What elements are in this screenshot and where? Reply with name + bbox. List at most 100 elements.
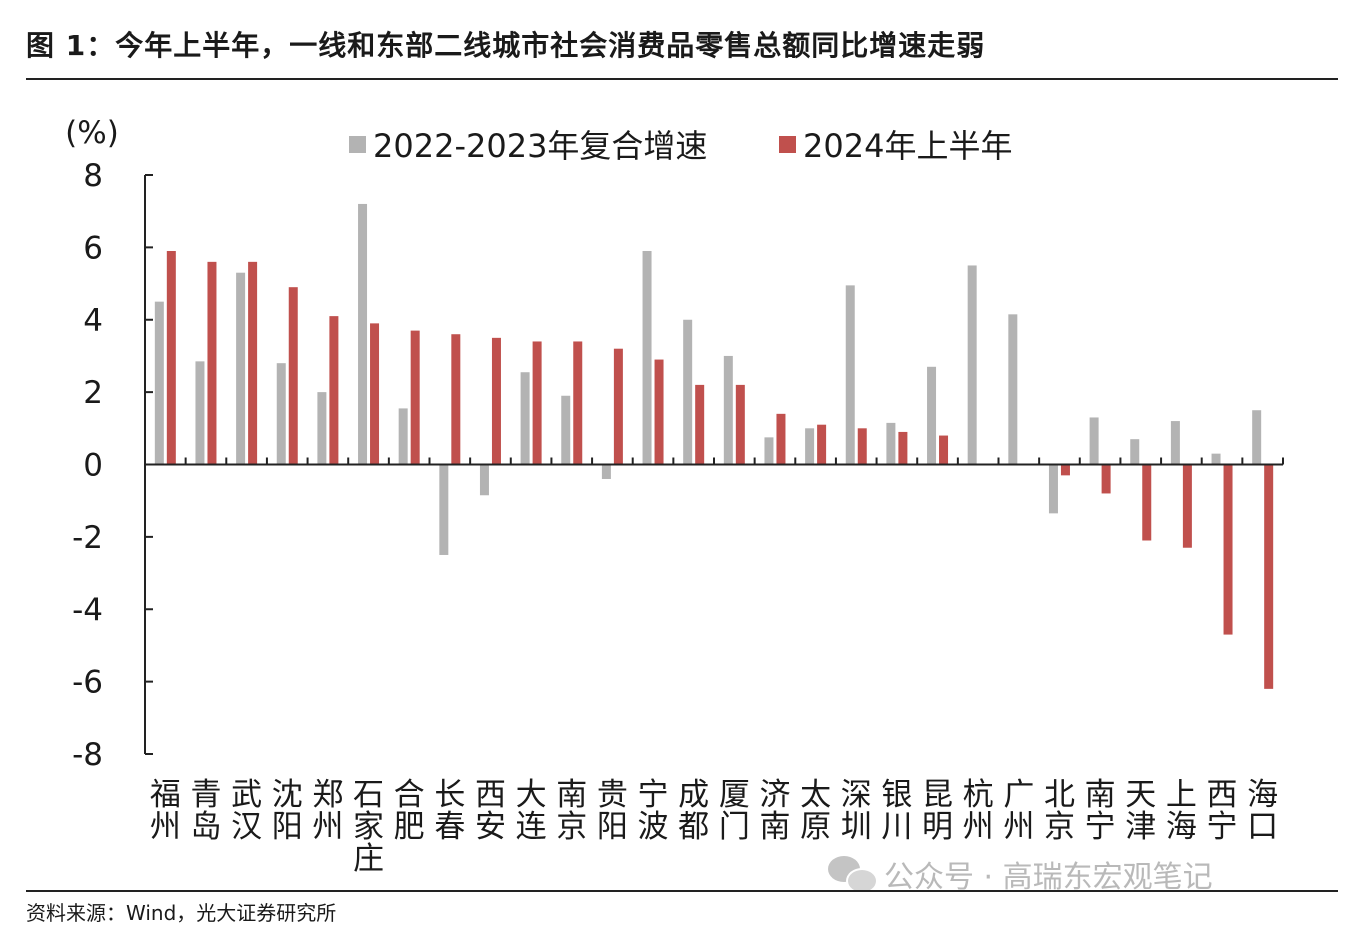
y-tick-label: 8 [83,158,103,194]
bar-2022-2023 [520,372,530,465]
y-tick-label: -8 [72,737,103,773]
x-category-label: 天津 [1125,777,1156,845]
y-tick-label: 6 [83,230,103,266]
bar-2022-2023 [236,272,246,465]
bar-2024h1 [451,334,461,465]
x-category-label: 南宁 [1085,777,1116,845]
bar-2022-2023 [317,392,327,465]
y-tick-label: -6 [72,665,103,701]
bar-2024h1 [1101,464,1111,494]
bar-2024h1 [1264,464,1274,689]
y-tick-label: 2 [83,375,103,411]
bar-2024h1 [288,287,298,465]
bar-2022-2023 [927,366,937,465]
x-category-label: 福州 [150,777,181,845]
bar-2022-2023 [479,464,489,496]
x-category-label: 合肥 [394,777,425,845]
bar-2022-2023 [398,408,408,465]
bar-2024h1 [857,428,867,465]
bar-2022-2023 [642,250,652,465]
bar-2022-2023 [1048,464,1058,514]
bar-chart: 8 6 4 2 0 -2 -4 -6 -8 (%) 福州青岛武汉沈阳郑州石家庄合肥长春西安大连南京贵… [65,115,1284,877]
bar-2024h1 [939,435,949,465]
bar-2024h1 [1223,464,1233,635]
bar-2024h1 [695,384,705,465]
legend-swatch-2024h1 [779,136,796,153]
y-axis-label: (%) [65,115,119,151]
x-category-label: 郑州 [312,777,343,845]
x-category-label: 贵阳 [597,777,628,845]
legend-label-2022-2023: 2022-2023年复合增速 [373,127,707,165]
bar-2022-2023 [1130,439,1140,465]
bar-2024h1 [1182,464,1192,548]
bar-2024h1 [370,323,380,465]
y-tick-label: 4 [83,303,103,339]
x-category-label: 深圳 [841,777,872,845]
x-category-label: 西安 [475,777,506,845]
bar-2022-2023 [764,437,774,465]
bar-2022-2023 [1170,421,1180,465]
x-category-label: 北京 [1044,777,1075,845]
source-note: 资料来源：Wind，光大证券研究所 [26,901,337,925]
bar-2024h1 [654,359,664,465]
bar-2022-2023 [601,464,611,479]
bar-2024h1 [491,337,501,465]
bar-2022-2023 [561,395,571,465]
x-category-label: 石家庄 [353,777,384,877]
y-tick-label: 0 [83,448,103,484]
bar-2022-2023 [845,285,855,465]
x-category-label: 广州 [1003,777,1034,845]
x-category-label: 青岛 [190,777,221,845]
watermark-text: 公众号 · 高瑞东宏观笔记 [884,860,1213,895]
x-category-label: 宁波 [638,777,669,845]
x-category-label: 银川 [881,777,912,845]
bar-2024h1 [329,316,339,465]
x-category-label: 西宁 [1207,777,1238,845]
bar-2022-2023 [1211,453,1221,465]
bar-2022-2023 [683,319,693,465]
bar-2024h1 [410,330,420,465]
x-category-label: 长春 [434,777,465,845]
bar-2024h1 [898,431,908,465]
legend-label-2024h1: 2024年上半年 [803,127,1012,165]
y-tick-label: -4 [72,592,103,628]
x-category-label: 海口 [1247,777,1278,845]
x-category-label: 上海 [1166,777,1197,845]
x-category-label: 沈阳 [272,777,303,845]
bar-2024h1 [735,384,745,465]
bar-2022-2023 [358,203,368,465]
y-tick-label: -2 [72,520,103,556]
legend-swatch-2022-2023 [349,136,366,153]
bar-2022-2023 [154,301,164,465]
bar-2024h1 [1060,464,1070,476]
bar-2022-2023 [805,428,815,465]
x-category-label: 济南 [759,777,790,845]
x-category-label: 大连 [516,777,547,845]
bar-2024h1 [248,261,258,465]
bar-2022-2023 [1252,410,1262,465]
x-category-label: 南京 [556,777,587,845]
bar-2024h1 [817,424,827,465]
bar-2024h1 [613,348,623,465]
bar-2024h1 [207,261,217,465]
x-category-label: 厦门 [719,777,750,845]
x-category-label: 太原 [800,777,831,845]
watermark: 公众号 · 高瑞东宏观笔记 [828,852,1213,896]
bar-2022-2023 [439,464,449,555]
bar-2022-2023 [1089,417,1099,465]
x-category-label: 杭州 [963,777,994,845]
bar-2024h1 [1142,464,1152,541]
x-category-label: 武汉 [231,777,262,845]
bar-2022-2023 [967,265,977,465]
bar-2024h1 [532,341,542,465]
x-category-label: 昆明 [922,777,953,845]
bar-2024h1 [573,341,583,465]
bar-2024h1 [166,250,176,465]
x-category-label: 成都 [678,777,709,845]
figure-title: 图 1：今年上半年，一线和东部二线城市社会消费品零售总额同比增速走弱 [26,29,986,62]
bottom-rule [26,890,1338,892]
bar-2024h1 [776,413,786,465]
top-rule [26,78,1338,80]
bar-2022-2023 [723,355,733,465]
bar-2022-2023 [886,422,896,465]
